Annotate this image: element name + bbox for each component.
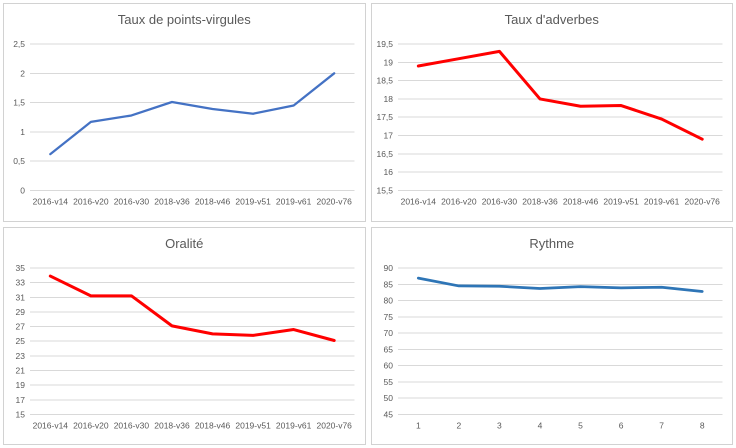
chart-panel-oralite[interactable]: Oralité 35 33 31 29 27 25 23 21 19 17 15 2016-v14 20…: [3, 226, 366, 445]
x-tick-label: 2: [456, 420, 461, 430]
y-tick-label: 29: [16, 306, 26, 316]
y-tick-label: 0,5: [13, 156, 25, 166]
y-tick-label: 85: [383, 279, 393, 289]
x-tick-label: 2018-v46: [562, 196, 598, 206]
x-tick-label: 7: [659, 420, 664, 430]
x-tick-label: 2016-v30: [481, 196, 517, 206]
x-tick-label: 2016-v20: [73, 420, 109, 430]
chart-title: Taux d'adverbes: [504, 12, 599, 27]
chart-panel-taux-points-virgules[interactable]: Taux de points-virgules 2,5 2 1,5 1 0,5 0 2016…: [3, 3, 366, 222]
x-tick-label: 2018-v36: [154, 196, 190, 206]
y-tick-label: 1: [20, 127, 25, 137]
data-series-line: [49, 72, 336, 156]
chart-title: Taux de points-virgules: [117, 12, 251, 27]
y-tick-label: 35: [16, 263, 26, 273]
x-tick-label: 2016-v20: [441, 196, 477, 206]
x-tick-label: 2018-v36: [154, 420, 190, 430]
y-tick-label: 16,5: [376, 149, 393, 159]
x-tick-label: 2019-v51: [235, 420, 271, 430]
chart-panel-rythme[interactable]: Rythme 90 85 80 75 70 65 60 55 50 45 1 2 3 4 5 6 7 8: [370, 226, 733, 445]
x-tick-label: 2019-v51: [603, 196, 639, 206]
y-tick-label: 19,5: [376, 39, 393, 49]
data-series-line: [416, 276, 704, 293]
y-tick-label: 1,5: [13, 98, 25, 108]
y-tick-label: 75: [383, 311, 393, 321]
y-tick-label: 25: [16, 336, 26, 346]
y-tick-label: 60: [383, 360, 393, 370]
line-chart-plot: 2,5 2 1,5 1 0,5 0 2016-v14 2016-v20 2016-v30 2018…: [13, 39, 355, 206]
x-tick-label: 2019-v61: [276, 420, 312, 430]
x-tick-label: 2018-v46: [195, 420, 231, 430]
x-tick-label: 2016-v20: [73, 196, 109, 206]
chart-title: Oralité: [165, 235, 204, 251]
x-tick-label: 4: [537, 420, 542, 430]
x-tick-label: 2019-v51: [235, 196, 271, 206]
data-series-line: [48, 274, 336, 342]
y-tick-label: 2: [20, 68, 25, 78]
chart-title: Rythme: [529, 235, 575, 251]
y-tick-label: 21: [16, 365, 26, 375]
y-tick-label: 17: [383, 131, 393, 141]
line-chart-plot: 35 33 31 29 27 25 23 21 19 17 15 2016-v14 2016-v20 20…: [16, 263, 355, 430]
x-tick-label: 2016-v30: [114, 196, 150, 206]
y-tick-label: 2,5: [13, 39, 25, 49]
y-tick-label: 50: [383, 393, 393, 403]
x-tick-label: 2019-v61: [276, 196, 312, 206]
x-tick-label: 2019-v61: [643, 196, 679, 206]
y-tick-label: 19: [16, 380, 26, 390]
y-tick-label: 33: [16, 277, 26, 287]
x-tick-label: 2020-v76: [684, 196, 720, 206]
data-series-line: [416, 49, 704, 141]
y-tick-label: 18: [383, 94, 393, 104]
line-chart-plot: 19,5 19 18,5 18 17,5 17 16,5 16 15,5 2016-v14 2016…: [376, 39, 722, 206]
x-tick-label: 2018-v46: [195, 196, 231, 206]
y-tick-label: 19: [383, 57, 393, 67]
y-tick-label: 15: [16, 409, 26, 419]
y-tick-label: 17,5: [376, 112, 393, 122]
chart-panel-taux-adverbes[interactable]: Taux d'adverbes 19,5 19 18,5 18 17,5 17 16,5 16…: [370, 3, 733, 222]
x-tick-label: 5: [578, 420, 583, 430]
y-tick-label: 65: [383, 344, 393, 354]
y-tick-label: 70: [383, 328, 393, 338]
x-tick-label: 6: [618, 420, 623, 430]
y-tick-label: 45: [383, 409, 393, 419]
y-tick-label: 18,5: [376, 76, 393, 86]
x-tick-label: 2016-v14: [33, 196, 69, 206]
y-tick-label: 0: [20, 185, 25, 195]
x-tick-label: 2016-v14: [400, 196, 436, 206]
x-tick-label: 2020-v76: [316, 420, 352, 430]
y-tick-label: 80: [383, 295, 393, 305]
y-tick-label: 55: [383, 376, 393, 386]
y-tick-label: 16: [383, 167, 393, 177]
x-tick-label: 2020-v76: [316, 196, 352, 206]
y-tick-label: 23: [16, 350, 26, 360]
x-tick-label: 1: [415, 420, 420, 430]
y-tick-label: 15,5: [376, 185, 393, 195]
y-tick-label: 90: [383, 263, 393, 273]
y-tick-label: 31: [16, 292, 26, 302]
x-tick-label: 3: [497, 420, 502, 430]
y-tick-label: 17: [16, 394, 26, 404]
x-tick-label: 2016-v30: [114, 420, 150, 430]
x-tick-label: 2018-v36: [522, 196, 558, 206]
x-tick-label: 8: [699, 420, 704, 430]
y-tick-label: 27: [16, 321, 26, 331]
x-tick-label: 2016-v14: [33, 420, 69, 430]
